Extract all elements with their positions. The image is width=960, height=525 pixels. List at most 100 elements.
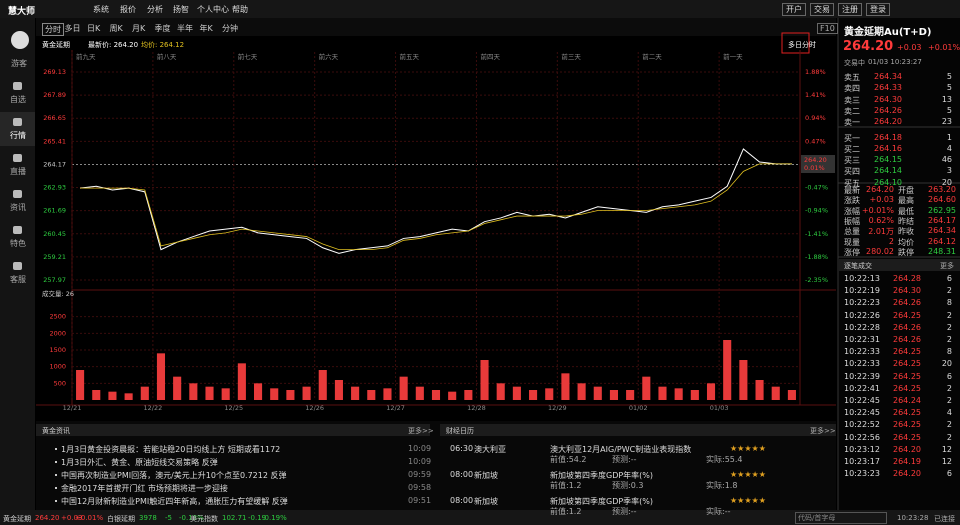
last-price: 最新价: 264.20 xyxy=(88,41,139,49)
cal-country: 新加坡 xyxy=(474,471,498,480)
volume-bar xyxy=(690,390,699,400)
status-item: 102.71 xyxy=(222,514,247,522)
book-volume: 23 xyxy=(941,117,952,127)
trade-volume: 2 xyxy=(946,335,952,344)
cal-actual: 实际:-- xyxy=(706,507,731,516)
side-icon xyxy=(13,190,22,198)
stat-value: 264.34 xyxy=(928,226,956,236)
stat-label: 现量 xyxy=(844,237,860,247)
day-label: 前九天 xyxy=(76,52,96,61)
stat-label: 涨停 xyxy=(844,247,860,257)
side-item[interactable]: 行情 xyxy=(10,131,26,140)
volume-bar xyxy=(431,390,441,400)
day-label: 前三天 xyxy=(561,52,581,61)
trade-time: 10:22:45 xyxy=(844,396,880,405)
y-tick-label: 262.93 xyxy=(43,184,66,192)
stat-value: 2.01万 xyxy=(868,227,894,237)
top-button[interactable]: 交易 xyxy=(810,3,834,16)
stat-label: 昨结 xyxy=(898,216,914,226)
trade-price: 264.30 xyxy=(893,286,921,296)
tab[interactable]: 分时 xyxy=(42,23,64,36)
y2-tick-label: -1.88% xyxy=(805,253,828,261)
book-volume: 3 xyxy=(946,166,952,176)
menu-item[interactable]: 扬智 xyxy=(173,5,189,14)
volume-bar xyxy=(140,386,149,400)
trades-more[interactable]: 更多 xyxy=(940,262,954,270)
status-item: +0.01% xyxy=(75,514,104,522)
news-item[interactable]: 金融2017年首拔开门红 市场预期将进一步迎接 xyxy=(61,484,228,493)
y-tick-label: 2500 xyxy=(49,313,66,321)
volume-bar xyxy=(771,386,780,400)
side-icon xyxy=(13,118,22,126)
side-item[interactable]: 特色 xyxy=(10,239,26,248)
bullet xyxy=(55,461,57,463)
tab[interactable]: 季度 xyxy=(154,24,171,33)
calendar-more[interactable]: 更多>> xyxy=(810,427,836,435)
cal-prev: 前值:1.2 xyxy=(550,481,582,490)
tab[interactable]: 周K xyxy=(109,24,123,33)
volume-bar xyxy=(124,393,133,400)
menu-item[interactable]: 报价 xyxy=(120,5,136,14)
x-tick-label: 12/26 xyxy=(305,404,324,412)
cal-stars: ★★★★★ xyxy=(730,444,766,453)
trade-time: 10:22:33 xyxy=(844,359,880,369)
trade-price: 264.25 xyxy=(893,347,921,357)
volume-bar xyxy=(254,383,263,400)
stat-value: 0.62% xyxy=(868,215,894,225)
day-label: 前七天 xyxy=(238,52,258,61)
book-price: 264.34 xyxy=(874,72,902,81)
book-volume: 1 xyxy=(946,132,952,142)
tab[interactable]: 多日 xyxy=(64,24,81,33)
y-tick-label: 1000 xyxy=(49,363,66,371)
cal-event: 新加坡第四季度GDP年率(%) xyxy=(550,471,654,480)
tab[interactable]: 日K xyxy=(87,24,101,33)
news-item[interactable]: 1月3日外汇、黄金、原油短线交易策略 反弹 xyxy=(61,458,218,467)
price-tag-text: 264.20 xyxy=(804,156,827,164)
book-label: 卖四 xyxy=(844,84,860,94)
multi-day[interactable]: 多日分时 xyxy=(788,41,816,49)
cal-event: 澳大利亚12月AIG/PWC制造业表现指数 xyxy=(550,445,692,454)
search-box[interactable]: 代码/首字母 xyxy=(795,512,887,524)
tab[interactable]: 月K xyxy=(132,24,146,33)
volume-bar xyxy=(642,376,651,400)
top-button[interactable]: 注册 xyxy=(838,3,862,16)
cal-stars: ★★★★★ xyxy=(730,470,766,479)
top-button[interactable]: 开户 xyxy=(782,3,806,16)
status-item: 264.20 xyxy=(35,514,60,522)
side-item[interactable]: 游客 xyxy=(11,59,27,68)
trade-price: 264.26 xyxy=(893,298,921,308)
side-item[interactable]: 资讯 xyxy=(10,203,26,212)
side-item[interactable]: 客服 xyxy=(10,275,26,284)
status-item: -0.19% xyxy=(262,514,287,522)
trade-volume: 6 xyxy=(946,274,952,283)
news-item[interactable]: 中国再次制造业PMI回落，澳元/美元上升10个点至0.7212 反弹 xyxy=(61,471,287,480)
trade-time: 10:22:45 xyxy=(844,408,880,418)
bullet xyxy=(55,487,57,489)
tab[interactable]: 年K xyxy=(199,24,213,33)
menu-item[interactable]: 系统 xyxy=(93,5,109,14)
trade-price: 264.25 xyxy=(893,408,921,418)
y2-tick-label: -1.41% xyxy=(805,230,828,238)
book-volume: 4 xyxy=(946,143,952,153)
tab[interactable]: 半年 xyxy=(177,24,193,33)
f10[interactable]: F10 xyxy=(817,23,838,34)
status-item: +0.03 xyxy=(61,514,83,522)
menu-item[interactable]: 个人中心 xyxy=(197,5,229,14)
news-item[interactable]: 中国12月财新制造业PMI触近四年新高，通胀压力有望缓解 反弹 xyxy=(61,497,288,506)
trades-title: 逐笔成交 xyxy=(844,262,872,270)
trade-time: 10:22:28 xyxy=(844,322,880,332)
news-more[interactable]: 更多>> xyxy=(408,427,434,435)
y-tick-label: 1500 xyxy=(49,346,66,354)
stat-value: 263.20 xyxy=(928,185,956,194)
top-button[interactable]: 登录 xyxy=(866,3,890,16)
menu-item[interactable]: 分析 xyxy=(147,5,163,14)
side-item[interactable]: 自选 xyxy=(10,95,26,104)
side-item[interactable]: 直播 xyxy=(10,167,26,176)
trade-time: 10:23:17 xyxy=(844,457,880,466)
tab[interactable]: 分钟 xyxy=(222,24,238,33)
volume-bar xyxy=(787,390,796,400)
news-item[interactable]: 1月3日黄金投资晨报：若能站稳20日均线上方 短期或看1172 xyxy=(61,445,281,454)
book-volume: 5 xyxy=(946,83,952,93)
volume-bar xyxy=(496,383,505,400)
menu-item[interactable]: 帮助 xyxy=(232,5,248,14)
